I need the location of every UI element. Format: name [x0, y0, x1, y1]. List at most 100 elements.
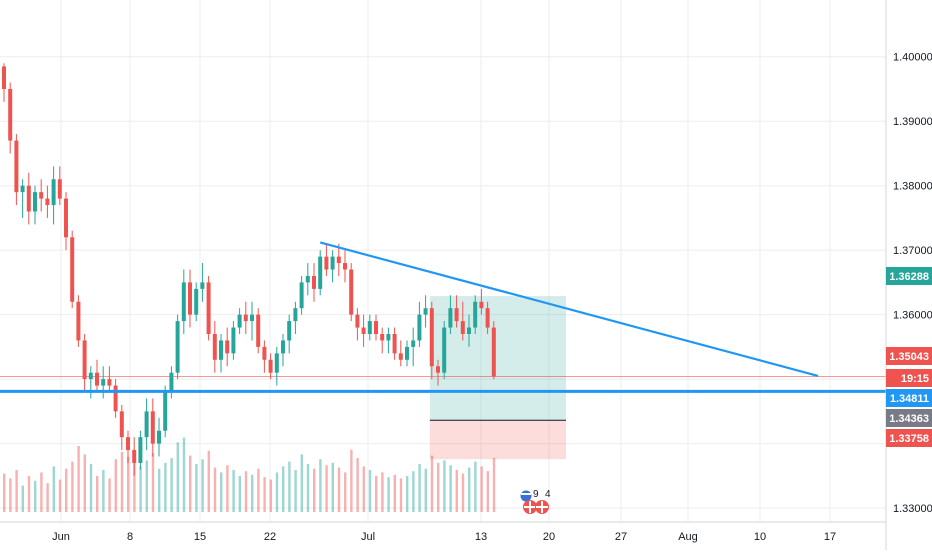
position-stop-tag — [886, 429, 932, 447]
time-axis[interactable]: Jun 8 15 22 Jul 13 20 27 Aug 10 17 — [52, 531, 836, 543]
candle-body — [330, 256, 335, 270]
gb-flag-cross — [524, 501, 536, 513]
volume-bar — [313, 468, 316, 512]
volume-bar — [114, 459, 117, 512]
candle-body — [355, 314, 360, 328]
volume-bar — [27, 476, 31, 512]
candle-body — [243, 314, 248, 322]
volume-bar — [418, 464, 421, 512]
volume-bar — [430, 455, 434, 512]
volume-bar — [9, 478, 12, 512]
candle-body — [386, 333, 391, 341]
volume-bar — [381, 472, 384, 512]
volume-bar — [71, 461, 74, 512]
candle-body — [14, 140, 19, 193]
candle-body — [88, 372, 93, 380]
candle-body — [119, 411, 124, 438]
candle-body — [448, 308, 453, 328]
candle-body — [281, 340, 285, 354]
price-tick-label: 1.40000 — [893, 52, 932, 64]
candle-body — [237, 314, 242, 328]
horizontal-support-tag — [886, 389, 932, 407]
time-tick-label: 15 — [194, 531, 206, 543]
position-profit-zone[interactable] — [429, 296, 566, 421]
volume-bar — [368, 470, 372, 512]
position-loss-zone[interactable] — [429, 420, 566, 460]
candle-body — [206, 282, 211, 334]
time-tick-label: 17 — [824, 531, 836, 543]
volume-bar — [325, 465, 328, 512]
volume-bar — [170, 458, 173, 512]
volume-bar — [294, 470, 297, 512]
volume-bar — [244, 471, 248, 512]
volume-bar — [89, 464, 93, 512]
volume-bar — [344, 472, 347, 512]
candle-body — [299, 282, 304, 309]
candle-body — [212, 333, 217, 360]
candle-body — [454, 308, 459, 322]
candle-body — [45, 198, 50, 206]
volume-bar — [257, 468, 260, 512]
economic-events-badge[interactable]: 9 4 — [520, 489, 552, 514]
candle-body — [491, 327, 496, 377]
volume-bar — [337, 467, 341, 512]
countdown-tag — [886, 369, 932, 387]
volume-bar — [492, 458, 496, 512]
candle-body — [163, 392, 168, 431]
volume-bar — [226, 465, 229, 512]
candle-body — [349, 269, 354, 315]
candle-body — [39, 192, 44, 199]
volume-bar — [424, 468, 427, 512]
candle-body — [405, 346, 409, 360]
volume-bar — [331, 462, 334, 512]
volume-bar — [158, 468, 161, 512]
volume-bar — [65, 468, 68, 512]
price-tick-label: 1.37000 — [893, 245, 932, 257]
volume-bar — [455, 470, 458, 512]
volume-bar — [412, 471, 415, 512]
volume-bar — [96, 476, 99, 512]
price-axis[interactable]: 1.40000 1.39000 1.38000 1.37000 1.36000 1.330… — [893, 52, 932, 515]
time-tick-label: 10 — [754, 531, 766, 543]
candle-body — [417, 314, 422, 341]
candle-body — [194, 288, 199, 315]
volume-bar — [220, 472, 223, 512]
volume-bar — [282, 466, 285, 512]
trend-line[interactable] — [319, 241, 819, 377]
candle-body — [442, 327, 447, 373]
long-position-tool[interactable] — [429, 296, 566, 460]
volume-bar — [58, 479, 62, 512]
volume-bar — [151, 453, 155, 512]
candle-body — [392, 333, 397, 354]
volume-bar — [263, 477, 266, 512]
candle-body — [305, 275, 310, 283]
candle-body — [64, 198, 68, 238]
candle-body — [57, 179, 62, 199]
last-price-tag — [886, 347, 932, 365]
time-tick-label: Aug — [678, 531, 698, 543]
volume-bar — [201, 459, 204, 512]
candle-body — [169, 372, 174, 393]
candle-body — [181, 282, 186, 322]
candle-body — [411, 340, 416, 347]
candle-body — [132, 450, 137, 463]
candle-body — [126, 437, 130, 451]
price-tick-label: 1.39000 — [893, 116, 932, 128]
volume-bar — [406, 476, 409, 512]
candle-body — [2, 66, 6, 89]
candle-body — [473, 301, 478, 328]
candle-body — [479, 301, 484, 309]
volume-bar — [387, 477, 390, 512]
candle-body — [200, 282, 205, 289]
grid — [0, 0, 886, 522]
volume-bar — [139, 466, 142, 512]
volume-bar — [449, 465, 452, 512]
volume-bar — [182, 437, 186, 512]
candle-body — [33, 192, 37, 212]
candle-body — [287, 321, 292, 341]
volume-bar — [486, 471, 489, 512]
price-tick-label: 1.33000 — [893, 503, 932, 515]
volume-bar — [362, 466, 365, 512]
